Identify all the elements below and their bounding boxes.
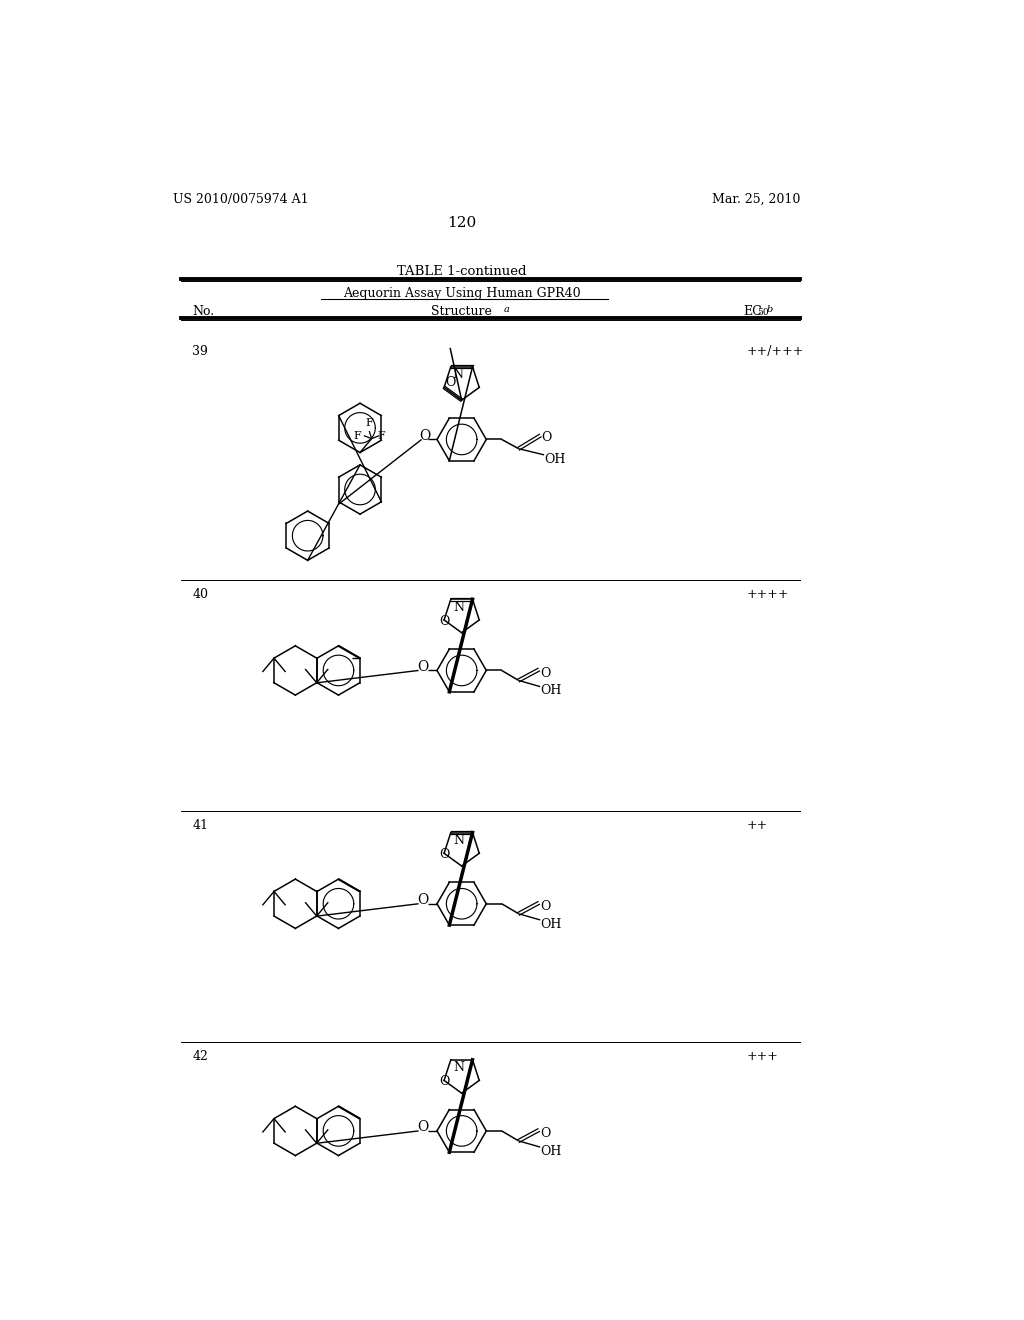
Text: F: F	[366, 418, 373, 428]
Text: OH: OH	[541, 917, 561, 931]
Text: O: O	[541, 900, 551, 913]
Text: O: O	[418, 892, 429, 907]
Text: O: O	[439, 615, 450, 627]
Text: O: O	[419, 429, 430, 442]
Text: 39: 39	[193, 345, 208, 358]
Text: N: N	[453, 368, 463, 381]
Text: N: N	[453, 834, 464, 847]
Text: 40: 40	[193, 589, 208, 601]
Text: Structure: Structure	[431, 305, 493, 318]
Text: a: a	[503, 305, 509, 314]
Text: OH: OH	[541, 684, 561, 697]
Text: Aequorin Assay Using Human GPR40: Aequorin Assay Using Human GPR40	[343, 286, 581, 300]
Text: US 2010/0075974 A1: US 2010/0075974 A1	[173, 193, 308, 206]
Text: ++/+++: ++/+++	[746, 345, 804, 358]
Text: F: F	[377, 430, 385, 441]
Text: 120: 120	[447, 216, 476, 230]
Text: O: O	[542, 430, 552, 444]
Text: +++: +++	[746, 1051, 778, 1063]
Text: O: O	[541, 667, 551, 680]
Text: F: F	[354, 430, 361, 441]
Text: N: N	[453, 1061, 464, 1074]
Text: Mar. 25, 2010: Mar. 25, 2010	[712, 193, 801, 206]
Text: No.: No.	[193, 305, 214, 318]
Text: 50: 50	[758, 308, 769, 317]
Text: b: b	[767, 305, 773, 314]
Text: EC: EC	[743, 305, 762, 318]
Text: O: O	[418, 1121, 429, 1134]
Text: O: O	[541, 1127, 551, 1140]
Text: N: N	[453, 601, 464, 614]
Text: OH: OH	[544, 453, 565, 466]
Text: OH: OH	[541, 1144, 561, 1158]
Text: ++: ++	[746, 818, 768, 832]
Text: O: O	[418, 660, 429, 673]
Text: O: O	[439, 847, 450, 861]
Text: O: O	[445, 376, 456, 389]
Text: ++++: ++++	[746, 589, 790, 601]
Text: TABLE 1-continued: TABLE 1-continued	[397, 264, 526, 277]
Text: 41: 41	[193, 818, 208, 832]
Text: O: O	[439, 1074, 450, 1088]
Text: 42: 42	[193, 1051, 208, 1063]
